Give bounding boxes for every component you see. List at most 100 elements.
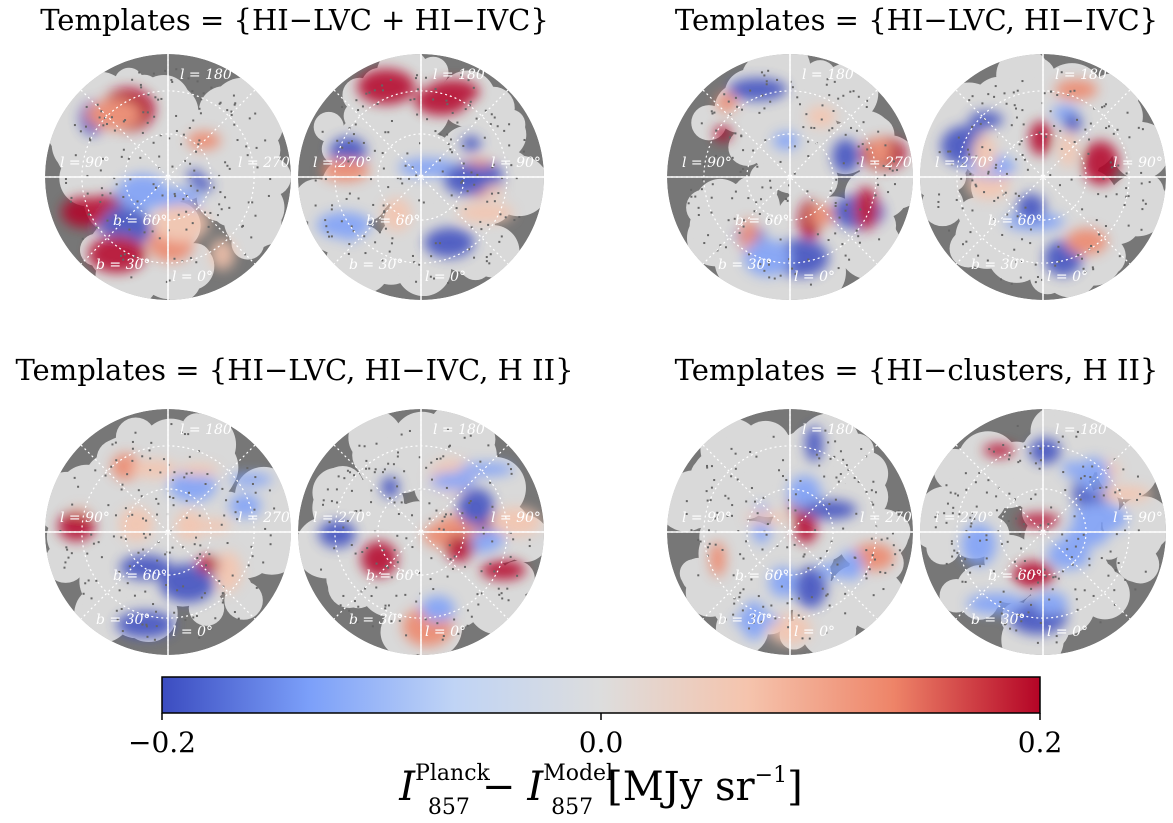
map-speckle bbox=[140, 495, 143, 498]
map-speckle bbox=[254, 491, 257, 494]
map-blob bbox=[1065, 228, 1108, 255]
map-speckle bbox=[831, 127, 834, 130]
map-speckle bbox=[523, 138, 526, 141]
map-blob bbox=[196, 555, 220, 574]
grid-meridian bbox=[702, 89, 878, 265]
map-speckle bbox=[1006, 540, 1009, 543]
map-speckle bbox=[807, 155, 810, 158]
map-speckle bbox=[264, 527, 267, 530]
map-speckle bbox=[153, 638, 156, 641]
map-speckle bbox=[968, 536, 971, 539]
map-speckle bbox=[168, 495, 171, 498]
map-speckle bbox=[128, 565, 131, 568]
map-speckle bbox=[961, 580, 964, 583]
map-speckle bbox=[352, 133, 355, 136]
map-speckle bbox=[1076, 118, 1079, 121]
map-speckle bbox=[190, 471, 193, 474]
map-speckle bbox=[141, 517, 144, 520]
map-fill bbox=[230, 98, 284, 151]
map-speckle bbox=[809, 283, 812, 286]
map-speckle bbox=[1140, 228, 1143, 231]
map-speckle bbox=[1104, 225, 1107, 228]
map-speckle bbox=[969, 173, 972, 176]
map-speckle bbox=[839, 473, 842, 476]
map-speckle bbox=[854, 556, 857, 559]
map-speckle bbox=[888, 167, 891, 170]
map-speckle bbox=[361, 551, 364, 554]
map-speckle bbox=[1052, 576, 1055, 579]
map-speckle bbox=[1095, 219, 1098, 222]
map-speckle bbox=[1117, 562, 1120, 565]
map-speckle bbox=[416, 88, 419, 91]
map-speckle bbox=[1036, 275, 1039, 278]
map-speckle bbox=[339, 604, 342, 607]
map-speckle bbox=[1093, 495, 1096, 498]
map-speckle bbox=[113, 129, 116, 132]
map-blob bbox=[445, 534, 475, 562]
map-speckle bbox=[174, 195, 177, 198]
map-speckle bbox=[844, 612, 847, 615]
map-speckle bbox=[814, 529, 817, 532]
map-speckle bbox=[426, 118, 429, 121]
grid-label: l = 270° bbox=[935, 155, 994, 171]
map-fill bbox=[81, 585, 114, 617]
map-speckle bbox=[1048, 598, 1051, 601]
map-speckle bbox=[464, 208, 467, 211]
map-speckle bbox=[188, 126, 191, 129]
map-speckle bbox=[1012, 91, 1015, 94]
map-speckle bbox=[979, 565, 982, 568]
map-speckle bbox=[836, 563, 839, 566]
map-speckle bbox=[188, 455, 191, 458]
map-speckle bbox=[1077, 254, 1080, 257]
map-fill bbox=[1128, 125, 1158, 156]
map-speckle bbox=[84, 582, 87, 585]
map-speckle bbox=[264, 139, 267, 142]
map-speckle bbox=[413, 98, 416, 101]
colorbar-tick-label: 0.2 bbox=[1018, 726, 1063, 759]
map-blob bbox=[131, 459, 177, 479]
map-speckle bbox=[255, 146, 258, 149]
map-speckle bbox=[1058, 184, 1061, 187]
map-speckle bbox=[234, 511, 237, 514]
map-speckle bbox=[200, 98, 203, 101]
map-speckle bbox=[711, 112, 714, 115]
map-speckle bbox=[372, 203, 375, 206]
map-speckle bbox=[707, 529, 710, 532]
map-speckle bbox=[948, 229, 951, 232]
map-speckle bbox=[470, 171, 473, 174]
map-speckle bbox=[147, 93, 150, 96]
map-speckle bbox=[100, 110, 103, 113]
map-speckle bbox=[510, 468, 513, 471]
map-speckle bbox=[328, 235, 331, 238]
map-blob bbox=[58, 511, 95, 541]
map-speckle bbox=[341, 146, 344, 149]
map-speckle bbox=[731, 197, 734, 200]
map-speckle bbox=[767, 217, 770, 220]
map-speckle bbox=[862, 121, 865, 124]
map-speckle bbox=[1015, 517, 1018, 520]
map-speckle bbox=[455, 207, 458, 210]
map-speckle bbox=[749, 89, 752, 92]
map-speckle bbox=[463, 436, 466, 439]
map-speckle bbox=[807, 140, 810, 143]
map-fill bbox=[1028, 73, 1064, 109]
map-speckle bbox=[842, 527, 845, 530]
map-speckle bbox=[173, 192, 176, 195]
map-speckle bbox=[796, 96, 799, 99]
map-speckle bbox=[834, 204, 837, 207]
map-speckle bbox=[86, 552, 89, 555]
map-speckle bbox=[1015, 116, 1018, 119]
map-speckle bbox=[755, 201, 758, 204]
map-speckle bbox=[791, 86, 794, 89]
map-speckle bbox=[357, 109, 360, 112]
map-speckle bbox=[375, 586, 378, 589]
map-speckle bbox=[1037, 581, 1040, 584]
map-speckle bbox=[768, 276, 771, 279]
map-speckle bbox=[126, 582, 129, 585]
map-fill bbox=[344, 179, 387, 222]
map-speckle bbox=[196, 189, 199, 192]
map-speckle bbox=[368, 91, 371, 94]
map-speckle bbox=[1022, 523, 1025, 526]
map-speckle bbox=[416, 113, 419, 116]
map-speckle bbox=[699, 540, 702, 543]
